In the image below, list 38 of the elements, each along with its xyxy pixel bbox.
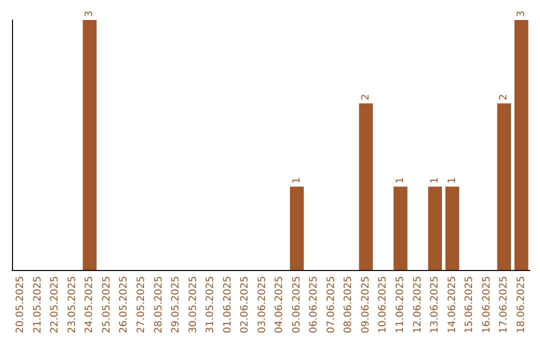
x-tick-label: 16.06.2025 [481,276,492,334]
x-tick-label: 18.06.2025 [516,276,527,334]
x-tick-label: 20.05.2025 [15,276,26,334]
x-tick-label: 08.06.2025 [343,276,354,334]
x-tick-label: 14.06.2025 [446,276,458,334]
data-label: 3 [84,10,96,17]
data-label: 3 [516,10,527,17]
x-tick-label: 26.05.2025 [118,276,130,334]
x-tick-label: 17.06.2025 [498,276,510,334]
data-label: 1 [446,177,458,184]
x-tick-label: 24.05.2025 [84,276,96,334]
x-tick-label: 22.05.2025 [50,276,61,334]
x-tick-label: 01.06.2025 [222,276,234,334]
x-tick-label: 05.06.2025 [291,276,302,334]
x-tick-label: 07.06.2025 [326,276,337,334]
x-tick-label: 11.06.2025 [395,276,406,334]
x-tick-label: 29.05.2025 [170,276,182,334]
x-tick-label: 23.05.2025 [66,276,78,334]
x-tick-label: 13.06.2025 [430,276,441,334]
data-label: 2 [360,94,372,100]
x-tick-label: 02.06.2025 [240,276,251,334]
x-tick-label: 28.05.2025 [153,276,164,334]
data-label: 1 [430,177,441,184]
data-label: 1 [291,177,302,184]
x-tick-label: 25.05.2025 [101,276,112,334]
x-tick-label: 03.06.2025 [256,276,268,334]
x-tick-label: 04.06.2025 [274,276,286,334]
x-tick-label: 09.06.2025 [360,276,372,334]
x-tick-label: 12.06.2025 [412,276,424,334]
x-tick-label: 06.06.2025 [308,276,320,334]
x-tick-label: 27.05.2025 [136,276,147,334]
x-tick-label: 30.05.2025 [188,276,199,334]
x-tick-label: 21.05.2025 [32,276,44,334]
x-tick-label: 15.06.2025 [464,276,476,334]
x-tick-label: 10.06.2025 [378,276,389,334]
x-tick-label: 31.05.2025 [205,276,216,334]
data-label: 1 [395,177,406,184]
data-label: 2 [498,94,510,100]
